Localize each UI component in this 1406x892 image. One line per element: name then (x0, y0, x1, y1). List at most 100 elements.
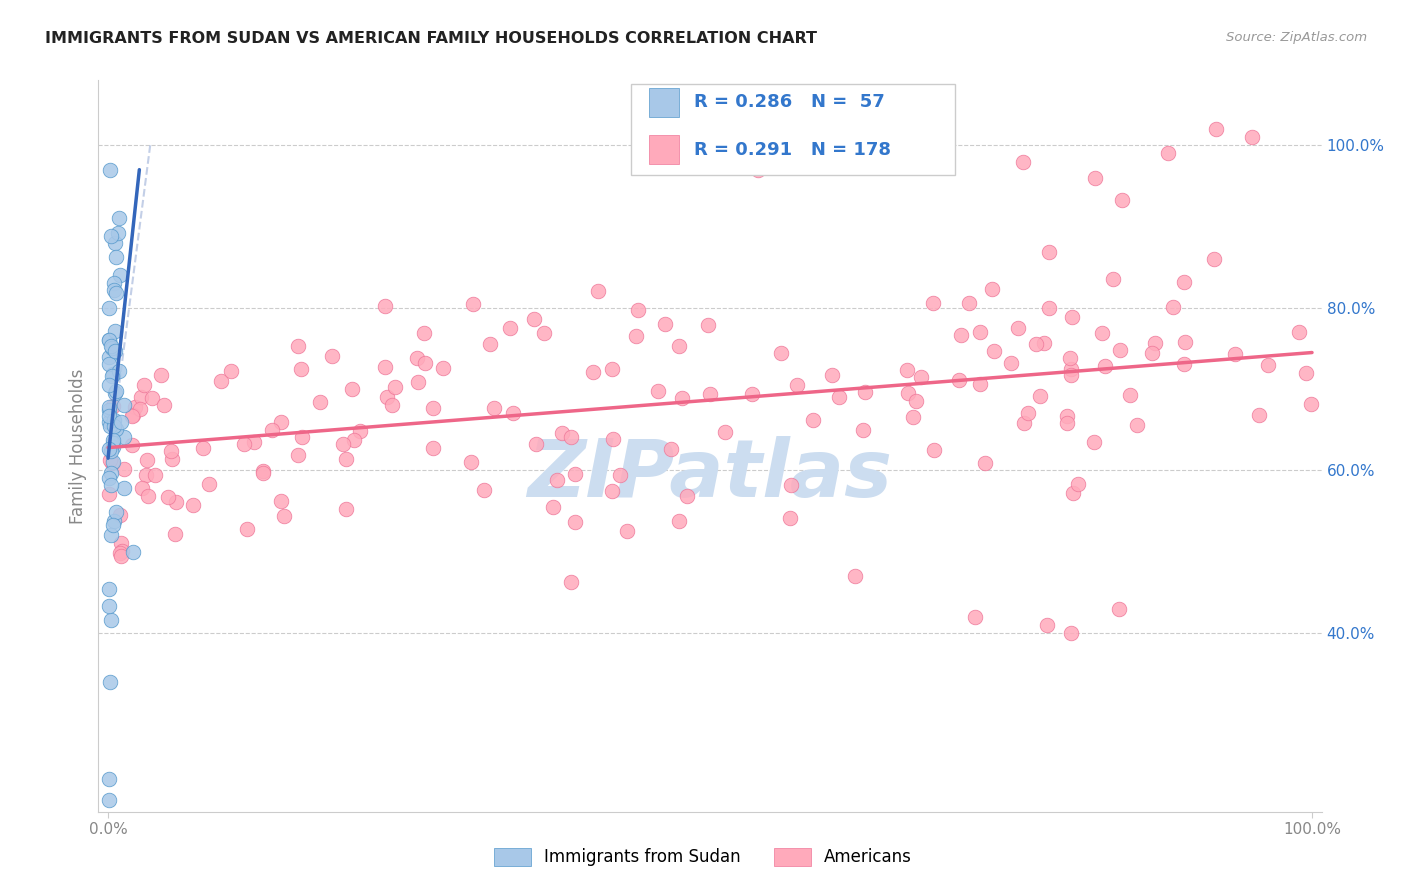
Point (121, 408, 143, 422)
Point (108, 364, 131, 378)
Point (499, 321, 522, 335)
Point (896, 362, 918, 376)
Point (853, 384, 876, 399)
FancyBboxPatch shape (630, 84, 955, 176)
Point (524, 437, 547, 451)
Point (502, 406, 524, 420)
Point (121, 438, 143, 452)
Point (104, 505, 127, 519)
Point (647, 384, 669, 398)
Point (101, 455, 124, 469)
Point (422, 441, 444, 455)
Point (779, 510, 801, 524)
Point (97, 403, 120, 417)
Point (103, 434, 125, 448)
Point (582, 365, 605, 379)
Point (560, 574, 582, 589)
Point (252, 464, 274, 478)
Point (191, 441, 214, 455)
Point (533, 326, 555, 341)
Point (104, 285, 127, 300)
Point (844, 569, 866, 583)
Point (460, 455, 482, 469)
Point (111, 543, 134, 558)
Point (1028, 388, 1050, 402)
Point (696, 318, 718, 332)
Text: IMMIGRANTS FROM SUDAN VS AMERICAN FAMILY HOUSEHOLDS CORRELATION CHART: IMMIGRANTS FROM SUDAN VS AMERICAN FAMILY… (45, 31, 817, 46)
Point (101, 368, 124, 382)
Legend: Immigrants from Sudan, Americans: Immigrants from Sudan, Americans (485, 839, 921, 875)
Point (1156, 146, 1178, 161)
Point (153, 398, 176, 412)
Point (100, 368, 122, 383)
Point (101, 400, 124, 414)
Point (969, 326, 991, 340)
Point (897, 385, 920, 400)
Point (110, 546, 132, 560)
Point (602, 432, 624, 446)
Point (1301, 397, 1323, 411)
Point (1060, 362, 1083, 376)
Point (1205, 122, 1227, 136)
Point (564, 515, 586, 529)
Point (103, 419, 125, 434)
Point (104, 385, 127, 400)
FancyBboxPatch shape (648, 87, 679, 117)
Point (560, 429, 582, 443)
Point (461, 297, 484, 311)
Point (97, 599, 120, 613)
Point (103, 283, 125, 297)
Point (551, 426, 574, 441)
Point (384, 380, 406, 394)
Text: ZIPatlas: ZIPatlas (527, 436, 893, 515)
Point (472, 483, 495, 498)
Point (973, 456, 995, 470)
Text: R = 0.291   N = 178: R = 0.291 N = 178 (695, 141, 891, 159)
Point (97, 357, 120, 371)
Point (101, 518, 124, 533)
Point (1174, 335, 1197, 350)
Point (110, 508, 132, 522)
Point (381, 398, 404, 412)
Point (1109, 343, 1132, 357)
Point (786, 378, 808, 392)
Point (103, 413, 125, 427)
Point (160, 452, 183, 467)
Point (1240, 130, 1263, 145)
Point (969, 376, 991, 391)
Point (112, 398, 135, 412)
Point (243, 435, 266, 450)
Point (97, 333, 120, 347)
Point (107, 226, 129, 240)
Point (675, 489, 697, 503)
Point (105, 250, 128, 264)
Point (1257, 358, 1279, 372)
Point (121, 409, 143, 423)
Point (128, 401, 150, 416)
Point (98, 452, 121, 467)
Point (586, 284, 609, 298)
Point (1056, 416, 1078, 430)
Point (100, 466, 122, 480)
Point (219, 364, 242, 378)
Point (97, 442, 120, 456)
Point (413, 356, 436, 370)
Point (624, 329, 647, 343)
Point (98, 400, 121, 414)
Point (484, 401, 506, 415)
Point (406, 375, 429, 389)
Point (291, 430, 314, 444)
Text: Source: ZipAtlas.com: Source: ZipAtlas.com (1226, 31, 1367, 45)
Point (1056, 409, 1078, 423)
Point (1202, 252, 1225, 266)
Point (209, 374, 232, 388)
Point (713, 425, 735, 440)
Point (600, 362, 623, 376)
Point (105, 422, 128, 436)
Point (100, 228, 122, 243)
Point (236, 522, 259, 536)
Point (801, 413, 824, 427)
Point (1036, 617, 1059, 632)
Point (129, 390, 152, 404)
Point (479, 337, 502, 351)
